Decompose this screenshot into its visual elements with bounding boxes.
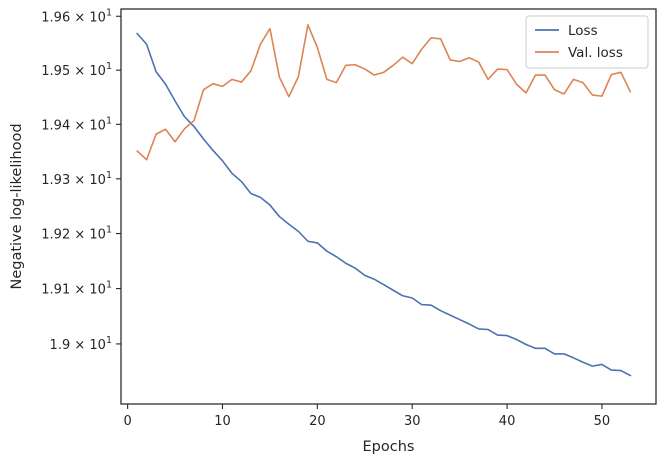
y-tick-label: 1.94 × 101 <box>41 115 112 133</box>
y-tick-mantissa: 1.91 <box>41 283 70 298</box>
x-tick-label: 10 <box>214 414 231 429</box>
legend: Loss Val. loss <box>525 15 649 69</box>
y-tick-mantissa: 1.9 <box>50 338 71 353</box>
series-line-loss <box>136 32 632 377</box>
x-tick-label: 30 <box>404 414 421 429</box>
y-tick-exponent: 1 <box>106 335 112 346</box>
x-axis-label: Epochs <box>363 439 415 455</box>
y-tick-label: 1.9 × 101 <box>50 335 112 353</box>
x-tick-label: 0 <box>123 414 131 429</box>
y-tick-base: 10 <box>89 228 106 243</box>
y-tick-times: × <box>70 64 89 79</box>
y-tick-times: × <box>70 283 89 298</box>
y-tick-base: 10 <box>89 173 106 188</box>
y-tick-exponent: 1 <box>106 115 112 126</box>
y-tick-base: 10 <box>89 64 106 79</box>
y-tick-times: × <box>70 10 89 25</box>
x-tick-label: 20 <box>309 414 326 429</box>
y-tick-label: 1.95 × 101 <box>41 61 112 79</box>
y-tick-mantissa: 1.93 <box>41 173 70 188</box>
axes-frame <box>120 8 657 405</box>
y-tick-exponent: 1 <box>106 61 112 72</box>
series-lines <box>136 24 632 377</box>
x-tick-label: 40 <box>499 414 516 429</box>
y-tick-exponent: 1 <box>106 280 112 291</box>
y-tick-base: 10 <box>89 118 106 133</box>
x-axis: 0 10 20 30 40 50 <box>123 404 610 429</box>
y-tick-label: 1.92 × 101 <box>41 225 112 243</box>
y-tick-mantissa: 1.96 <box>41 10 70 25</box>
y-tick-exponent: 1 <box>106 225 112 236</box>
y-tick-label: 1.91 × 101 <box>41 280 112 298</box>
y-tick-exponent: 1 <box>106 170 112 181</box>
y-tick-times: × <box>70 338 89 353</box>
y-tick-times: × <box>70 173 89 188</box>
y-tick-label: 1.93 × 101 <box>41 170 112 188</box>
y-tick-mantissa: 1.92 <box>41 228 70 243</box>
y-tick-times: × <box>70 228 89 243</box>
legend-label: Loss <box>568 23 598 39</box>
legend-label: Val. loss <box>568 45 623 61</box>
y-tick-base: 10 <box>89 283 106 298</box>
y-axis-label: Negative log-likelihood <box>9 123 25 289</box>
y-tick-base: 10 <box>89 338 106 353</box>
y-tick-base: 10 <box>89 10 106 25</box>
y-tick-label: 1.96 × 101 <box>41 7 112 25</box>
legend-box <box>525 15 649 69</box>
x-tick-label: 50 <box>594 414 611 429</box>
y-tick-times: × <box>70 118 89 133</box>
y-tick-mantissa: 1.95 <box>41 64 70 79</box>
y-tick-exponent: 1 <box>106 7 112 18</box>
series-line-val-loss <box>136 24 632 161</box>
y-tick-mantissa: 1.94 <box>41 118 70 133</box>
